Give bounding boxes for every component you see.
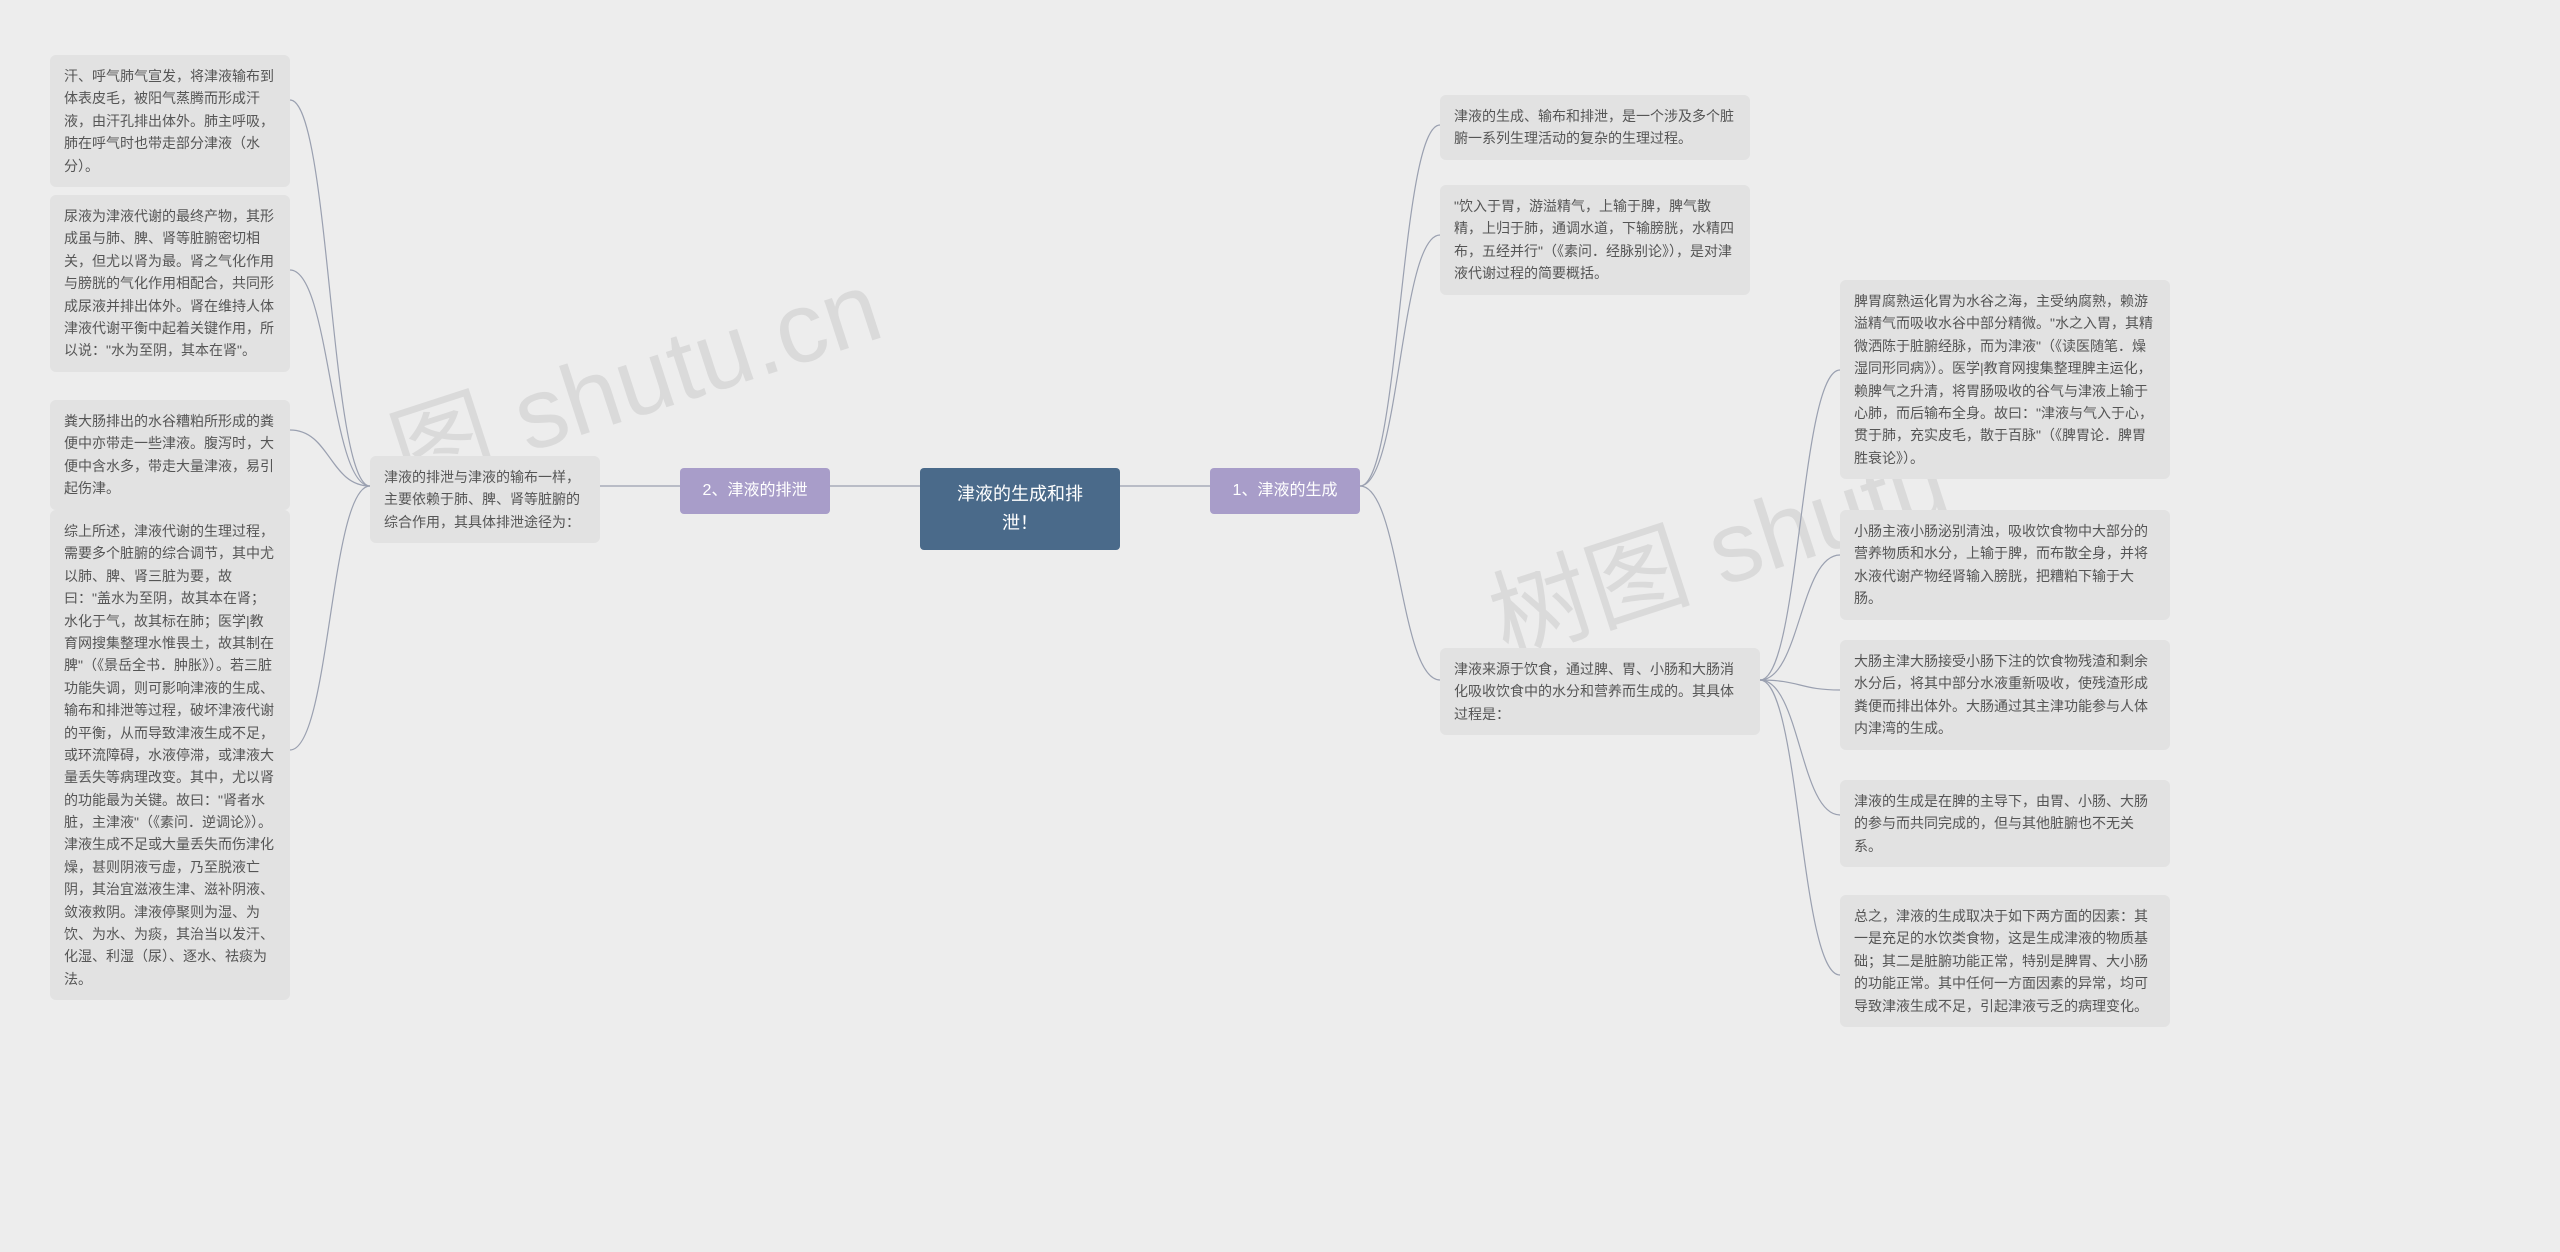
- right-leaf-0: 脾胃腐熟运化胃为水谷之海，主受纳腐熟，赖游溢精气而吸收水谷中部分精微。"水之入胃…: [1840, 280, 2170, 479]
- right-leaf-3: 津液的生成是在脾的主导下，由胃、小肠、大肠的参与而共同完成的，但与其他脏腑也不无…: [1840, 780, 2170, 867]
- right-child-0: 津液的生成、输布和排泄，是一个涉及多个脏腑一系列生理活动的复杂的生理过程。: [1440, 95, 1750, 160]
- left-leaf-2: 粪大肠排出的水谷糟粕所形成的粪便中亦带走一些津液。腹泻时，大便中含水多，带走大量…: [50, 400, 290, 510]
- left-main-node: 2、津液的排泄: [680, 468, 830, 514]
- left-leaf-1: 尿液为津液代谢的最终产物，其形成虽与肺、脾、肾等脏腑密切相关，但尤以肾为最。肾之…: [50, 195, 290, 372]
- right-child-2: 津液来源于饮食，通过脾、胃、小肠和大肠消化吸收饮食中的水分和营养而生成的。其具体…: [1440, 648, 1760, 735]
- right-leaf-4: 总之，津液的生成取决于如下两方面的因素：其一是充足的水饮类食物，这是生成津液的物…: [1840, 895, 2170, 1027]
- root-node: 津液的生成和排泄！: [920, 468, 1120, 550]
- right-leaf-2: 大肠主津大肠接受小肠下注的饮食物残渣和剩余水分后，将其中部分水液重新吸收，使残渣…: [1840, 640, 2170, 750]
- left-leaf-3: 综上所述，津液代谢的生理过程，需要多个脏腑的综合调节，其中尤以肺、脾、肾三脏为要…: [50, 510, 290, 1000]
- right-child-1: "饮入于胃，游溢精气，上输于脾，脾气散精，上归于肺，通调水道，下输膀胱，水精四布…: [1440, 185, 1750, 295]
- right-leaf-1: 小肠主液小肠泌别清浊，吸收饮食物中大部分的营养物质和水分，上输于脾，而布散全身，…: [1840, 510, 2170, 620]
- left-leaf-0: 汗、呼气肺气宣发，将津液输布到体表皮毛，被阳气蒸腾而形成汗液，由汗孔排出体外。肺…: [50, 55, 290, 187]
- left-sub-0: 津液的排泄与津液的输布一样，主要依赖于肺、脾、肾等脏腑的综合作用，其具体排泄途径…: [370, 456, 600, 543]
- right-main-node: 1、津液的生成: [1210, 468, 1360, 514]
- connectors-layer: [0, 0, 2560, 1252]
